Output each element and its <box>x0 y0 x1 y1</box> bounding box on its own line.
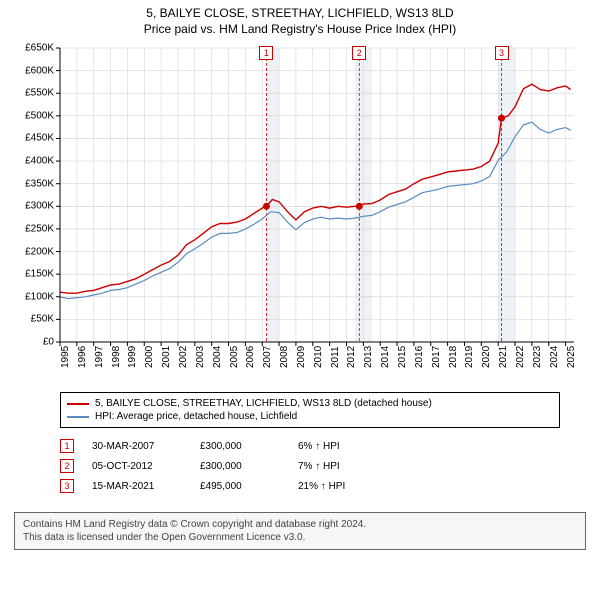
legend: 5, BAILYE CLOSE, STREETHAY, LICHFIELD, W… <box>60 392 560 428</box>
event-delta: 21% ↑ HPI <box>298 481 345 492</box>
chart-marker-1: 1 <box>259 46 273 60</box>
legend-label-red: 5, BAILYE CLOSE, STREETHAY, LICHFIELD, W… <box>95 398 432 409</box>
event-marker-2: 2 <box>60 459 74 473</box>
y-axis-label: £350K <box>14 178 54 189</box>
y-axis-label: £650K <box>14 43 54 54</box>
y-axis-label: £500K <box>14 110 54 121</box>
event-marker-3: 3 <box>60 479 74 493</box>
y-axis-label: £600K <box>14 65 54 76</box>
events-table: 1 30-MAR-2007 £300,000 6% ↑ HPI 2 05-OCT… <box>60 436 560 496</box>
event-row: 1 30-MAR-2007 £300,000 6% ↑ HPI <box>60 436 560 456</box>
event-price: £300,000 <box>200 441 280 452</box>
legend-swatch-blue <box>67 416 89 418</box>
footer-attribution: Contains HM Land Registry data © Crown c… <box>14 512 586 550</box>
legend-row-red: 5, BAILYE CLOSE, STREETHAY, LICHFIELD, W… <box>67 397 553 410</box>
chart-marker-2: 2 <box>352 46 366 60</box>
y-axis-label: £400K <box>14 156 54 167</box>
price-chart: £0 £50K £100K £150K £200K £250K £300K £350K £400… <box>14 42 586 382</box>
y-axis-label: £550K <box>14 88 54 99</box>
event-date: 05-OCT-2012 <box>92 461 182 472</box>
event-date: 30-MAR-2007 <box>92 441 182 452</box>
x-axis-label: 2025 <box>566 346 598 368</box>
legend-row-blue: HPI: Average price, detached house, Lich… <box>67 410 553 423</box>
y-axis-label: £200K <box>14 246 54 257</box>
event-price: £300,000 <box>200 461 280 472</box>
y-axis-label: £100K <box>14 291 54 302</box>
event-delta: 6% ↑ HPI <box>298 441 340 452</box>
legend-label-blue: HPI: Average price, detached house, Lich… <box>95 411 297 422</box>
event-marker-1: 1 <box>60 439 74 453</box>
y-axis-label: £300K <box>14 201 54 212</box>
page-title-line1: 5, BAILYE CLOSE, STREETHAY, LICHFIELD, W… <box>14 6 586 20</box>
y-axis-label: £150K <box>14 269 54 280</box>
event-row: 2 05-OCT-2012 £300,000 7% ↑ HPI <box>60 456 560 476</box>
page-title-line2: Price paid vs. HM Land Registry's House … <box>14 22 586 36</box>
y-axis-label: £0 <box>14 337 54 348</box>
event-delta: 7% ↑ HPI <box>298 461 340 472</box>
event-price: £495,000 <box>200 481 280 492</box>
event-date: 15-MAR-2021 <box>92 481 182 492</box>
y-axis-label: £450K <box>14 133 54 144</box>
legend-swatch-red <box>67 403 89 405</box>
y-axis-label: £50K <box>14 314 54 325</box>
footer-line1: Contains HM Land Registry data © Crown c… <box>23 518 577 531</box>
footer-line2: This data is licensed under the Open Gov… <box>23 531 577 544</box>
y-axis-label: £250K <box>14 223 54 234</box>
chart-marker-3: 3 <box>495 46 509 60</box>
event-row: 3 15-MAR-2021 £495,000 21% ↑ HPI <box>60 476 560 496</box>
